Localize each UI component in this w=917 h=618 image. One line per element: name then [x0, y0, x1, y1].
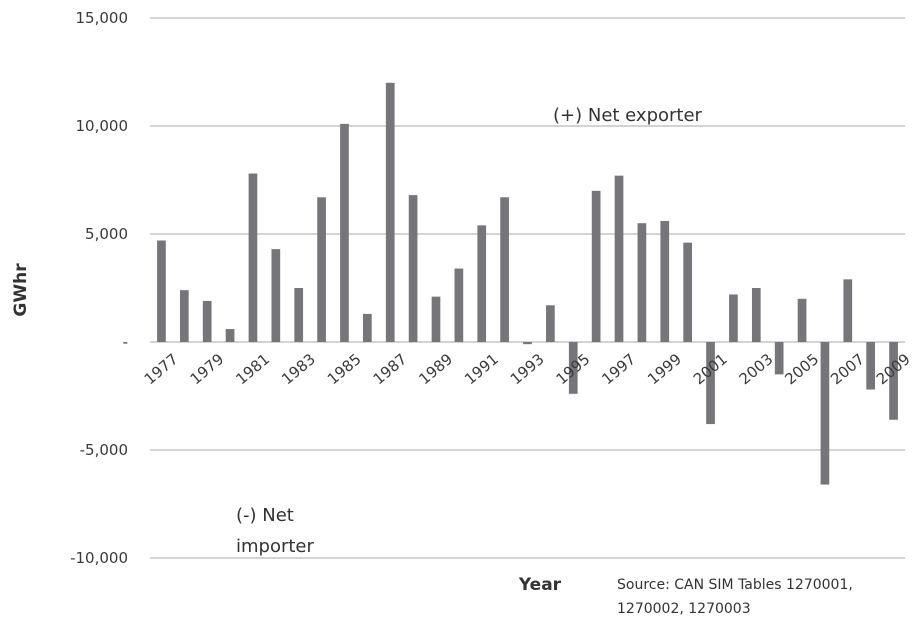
source-note-line1: Source: CAN SIM Tables 1270001,: [617, 577, 853, 593]
x-tick-label: 1985: [324, 350, 365, 388]
bar: [843, 279, 853, 342]
x-tick-label: 1999: [644, 350, 685, 388]
bar: [614, 175, 624, 342]
x-tick-label: 2003: [736, 350, 777, 388]
bar: [568, 342, 578, 394]
y-tick-label: 15,000: [76, 9, 129, 27]
gridlines: [150, 17, 905, 559]
bar: [889, 342, 898, 420]
bar: [385, 82, 395, 343]
bar: [706, 342, 715, 425]
bar: [408, 195, 418, 342]
y-tick-label: -5,000: [80, 441, 128, 459]
x-tick-label: 1981: [232, 350, 273, 388]
x-tick-label: 1997: [598, 350, 639, 388]
x-tick-label: 1977: [141, 350, 182, 388]
bars: [157, 82, 898, 485]
bar: [431, 296, 441, 342]
bar: [660, 221, 670, 342]
source-note-line2: 1270002, 1270003: [617, 601, 751, 617]
net-importer-annotation-line1: (-) Net: [236, 505, 294, 526]
bar: [225, 329, 235, 342]
net-exporter-annotation: (+) Net exporter: [553, 105, 703, 126]
x-axis-ticks: 1977 1979 1981 1983 1985 1987 1989 1991 1993 1995…: [141, 350, 914, 388]
y-axis-ticks: 15,000 10,000 5,000 - -5,000 -10,000: [70, 9, 128, 567]
bar: [820, 342, 830, 485]
bar: [523, 342, 532, 345]
x-tick-label: 1979: [187, 350, 228, 388]
bar: [683, 242, 692, 342]
x-tick-label: 1991: [461, 350, 502, 388]
bar: [500, 197, 509, 342]
bar: [179, 290, 189, 342]
x-tick-label: 1983: [278, 350, 319, 388]
x-tick-label: 1993: [507, 350, 548, 388]
y-tick-label: -10,000: [70, 549, 128, 567]
x-tick-label: 1989: [415, 350, 456, 388]
bar: [202, 300, 212, 342]
bar: [477, 225, 487, 342]
y-axis-title: GWhr: [11, 263, 31, 317]
net-importer-annotation-line2: importer: [236, 536, 315, 557]
bar: [797, 298, 807, 342]
bar: [248, 173, 258, 342]
bar: [363, 313, 372, 342]
y-tick-label: -: [123, 333, 128, 351]
y-tick-label: 5,000: [85, 225, 128, 243]
x-axis-title: Year: [518, 575, 562, 595]
bar: [591, 190, 601, 342]
bar: [454, 268, 464, 342]
x-tick-label: 2005: [781, 350, 822, 388]
bar: [637, 223, 647, 342]
x-tick-label: 2007: [827, 350, 868, 388]
bar: [340, 123, 349, 342]
bar: [751, 288, 761, 342]
bar: [271, 249, 281, 342]
bar: [774, 342, 784, 375]
bar: [157, 240, 166, 342]
bar: [866, 342, 876, 390]
bar: [294, 288, 304, 342]
bar: [546, 305, 555, 342]
bar: [729, 294, 738, 342]
bar: [317, 197, 326, 342]
x-tick-label: 1987: [370, 350, 411, 388]
y-tick-label: 10,000: [76, 117, 129, 135]
